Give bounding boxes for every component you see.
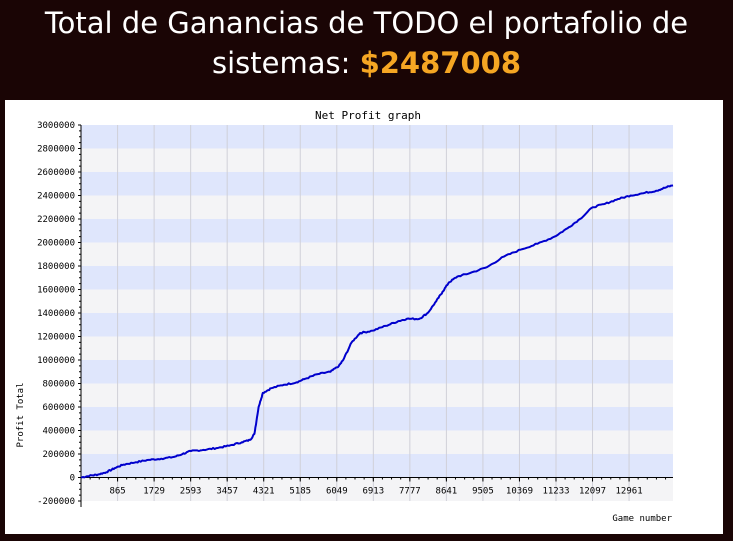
background-bands bbox=[81, 125, 673, 501]
vertical-gridlines bbox=[117, 125, 630, 501]
grid-band bbox=[81, 125, 673, 149]
x-axis-ticks: 865 1729 2593 3457 4321 5185 6049 6913 7777 8641 9… bbox=[80, 477, 667, 497]
x-tick-label: 6049 bbox=[326, 487, 348, 497]
series-layer bbox=[80, 184, 674, 479]
x-tick-label: 4321 bbox=[253, 487, 275, 497]
page-title-line2: sistemas: $2487008 bbox=[0, 43, 733, 83]
y-tick-label: 1200000 bbox=[37, 333, 75, 343]
grid-band bbox=[81, 454, 673, 478]
grid-band bbox=[81, 383, 673, 407]
y-tick-label: -200000 bbox=[37, 497, 75, 507]
y-axis-ticks: 3000000 2800000 2600000 2400000 2200000 20000… bbox=[37, 121, 81, 507]
x-tick-label: 8641 bbox=[436, 487, 458, 497]
y-tick-label: 1600000 bbox=[37, 286, 75, 296]
y-tick-label: 800000 bbox=[42, 380, 75, 390]
y-tick-label: 1000000 bbox=[37, 356, 75, 366]
grid-band bbox=[81, 407, 673, 431]
chart-title: Net Profit graph bbox=[315, 109, 421, 122]
total-profit-amount: $2487008 bbox=[359, 46, 522, 80]
x-tick-label: 12961 bbox=[616, 487, 643, 497]
chart-panel: Net Profit graph Profit Total Game numbe… bbox=[5, 100, 723, 534]
x-axis-label: Game number bbox=[612, 514, 672, 524]
x-tick-label: 1729 bbox=[143, 487, 165, 497]
grid-band bbox=[81, 360, 673, 384]
x-tick-label: 865 bbox=[109, 487, 125, 497]
y-tick-label: 1400000 bbox=[37, 309, 75, 319]
x-tick-label: 7777 bbox=[399, 487, 421, 497]
y-tick-label: 2400000 bbox=[37, 192, 75, 202]
x-tick-label: 11233 bbox=[542, 487, 569, 497]
x-tick-label: 9505 bbox=[472, 487, 494, 497]
grid-band bbox=[81, 313, 673, 337]
y-tick-label: 3000000 bbox=[37, 121, 75, 131]
y-tick-label: 2200000 bbox=[37, 215, 75, 225]
y-tick-label: 2800000 bbox=[37, 145, 75, 155]
grid-band bbox=[81, 172, 673, 196]
y-tick-label: 2600000 bbox=[37, 168, 75, 178]
page-header: Total de Ganancias de TODO el portafolio… bbox=[0, 0, 733, 100]
grid-band bbox=[81, 195, 673, 219]
y-tick-label: 600000 bbox=[42, 403, 75, 413]
grid-band bbox=[81, 477, 673, 501]
y-axis-label: Profit Total bbox=[16, 382, 26, 447]
x-tick-label: 5185 bbox=[289, 487, 311, 497]
x-tick-label: 3457 bbox=[216, 487, 238, 497]
page-title-line1: Total de Ganancias de TODO el portafolio… bbox=[44, 6, 689, 40]
grid-band bbox=[81, 289, 673, 313]
y-tick-label: 1800000 bbox=[37, 262, 75, 272]
grid-band bbox=[81, 148, 673, 172]
grid-band bbox=[81, 219, 673, 243]
net-profit-chart: Net Profit graph Profit Total Game numbe… bbox=[16, 109, 674, 524]
x-tick-label: 6913 bbox=[362, 487, 384, 497]
grid-band bbox=[81, 266, 673, 290]
x-tick-label: 2593 bbox=[180, 487, 202, 497]
grid-band bbox=[81, 336, 673, 360]
net-profit-line bbox=[80, 184, 674, 479]
y-tick-label: 200000 bbox=[42, 450, 75, 460]
grid-band bbox=[81, 242, 673, 266]
y-tick-label: 400000 bbox=[42, 427, 75, 437]
y-tick-label: 0 bbox=[70, 474, 75, 484]
x-tick-label: 10369 bbox=[506, 487, 533, 497]
grid-band bbox=[81, 430, 673, 454]
x-tick-label: 12097 bbox=[579, 487, 606, 497]
title-prefix: sistemas: bbox=[211, 46, 351, 80]
y-tick-label: 2000000 bbox=[37, 239, 75, 249]
